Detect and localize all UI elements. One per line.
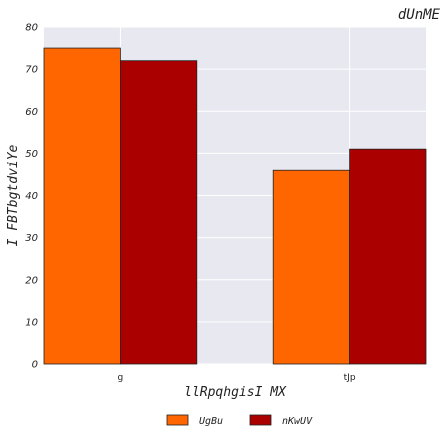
- legend-label-nKwUV: nKwUV: [282, 416, 313, 427]
- y-tick-label: 60: [25, 107, 38, 118]
- bar-nKwUV-g: [120, 60, 198, 365]
- legend-swatch-UgBu: [166, 414, 189, 426]
- y-axis: 0 10 20 30 40 50 60 70 80: [25, 23, 38, 371]
- x-axis: g tJp: [118, 373, 356, 383]
- y-axis-label: I FBTbgtdviYe: [6, 144, 21, 246]
- y-tick-label: 0: [32, 360, 38, 371]
- y-tick-label: 30: [25, 233, 38, 244]
- legend: UgBu nKwUV: [166, 414, 313, 427]
- bar-nKwUV-tJp: [349, 148, 427, 365]
- y-tick-label: 80: [25, 23, 38, 34]
- chart-title: dUnME: [398, 7, 441, 23]
- legend-swatch-nKwUV: [249, 414, 272, 426]
- bar-UgBu-g: [43, 47, 121, 365]
- x-tick-label: tJp: [344, 373, 356, 383]
- y-tick-label: 70: [25, 65, 38, 76]
- y-tick-label: 50: [25, 149, 38, 160]
- x-tick-label: g: [118, 373, 124, 383]
- x-axis-label: llRpqhgisI MX: [184, 385, 287, 400]
- bars: [43, 47, 427, 365]
- y-tick-label: 10: [25, 317, 38, 328]
- y-tick-label: 20: [25, 275, 38, 286]
- legend-label-UgBu: UgBu: [199, 416, 223, 427]
- y-tick-label: 40: [25, 191, 38, 202]
- bar-UgBu-tJp: [272, 169, 351, 365]
